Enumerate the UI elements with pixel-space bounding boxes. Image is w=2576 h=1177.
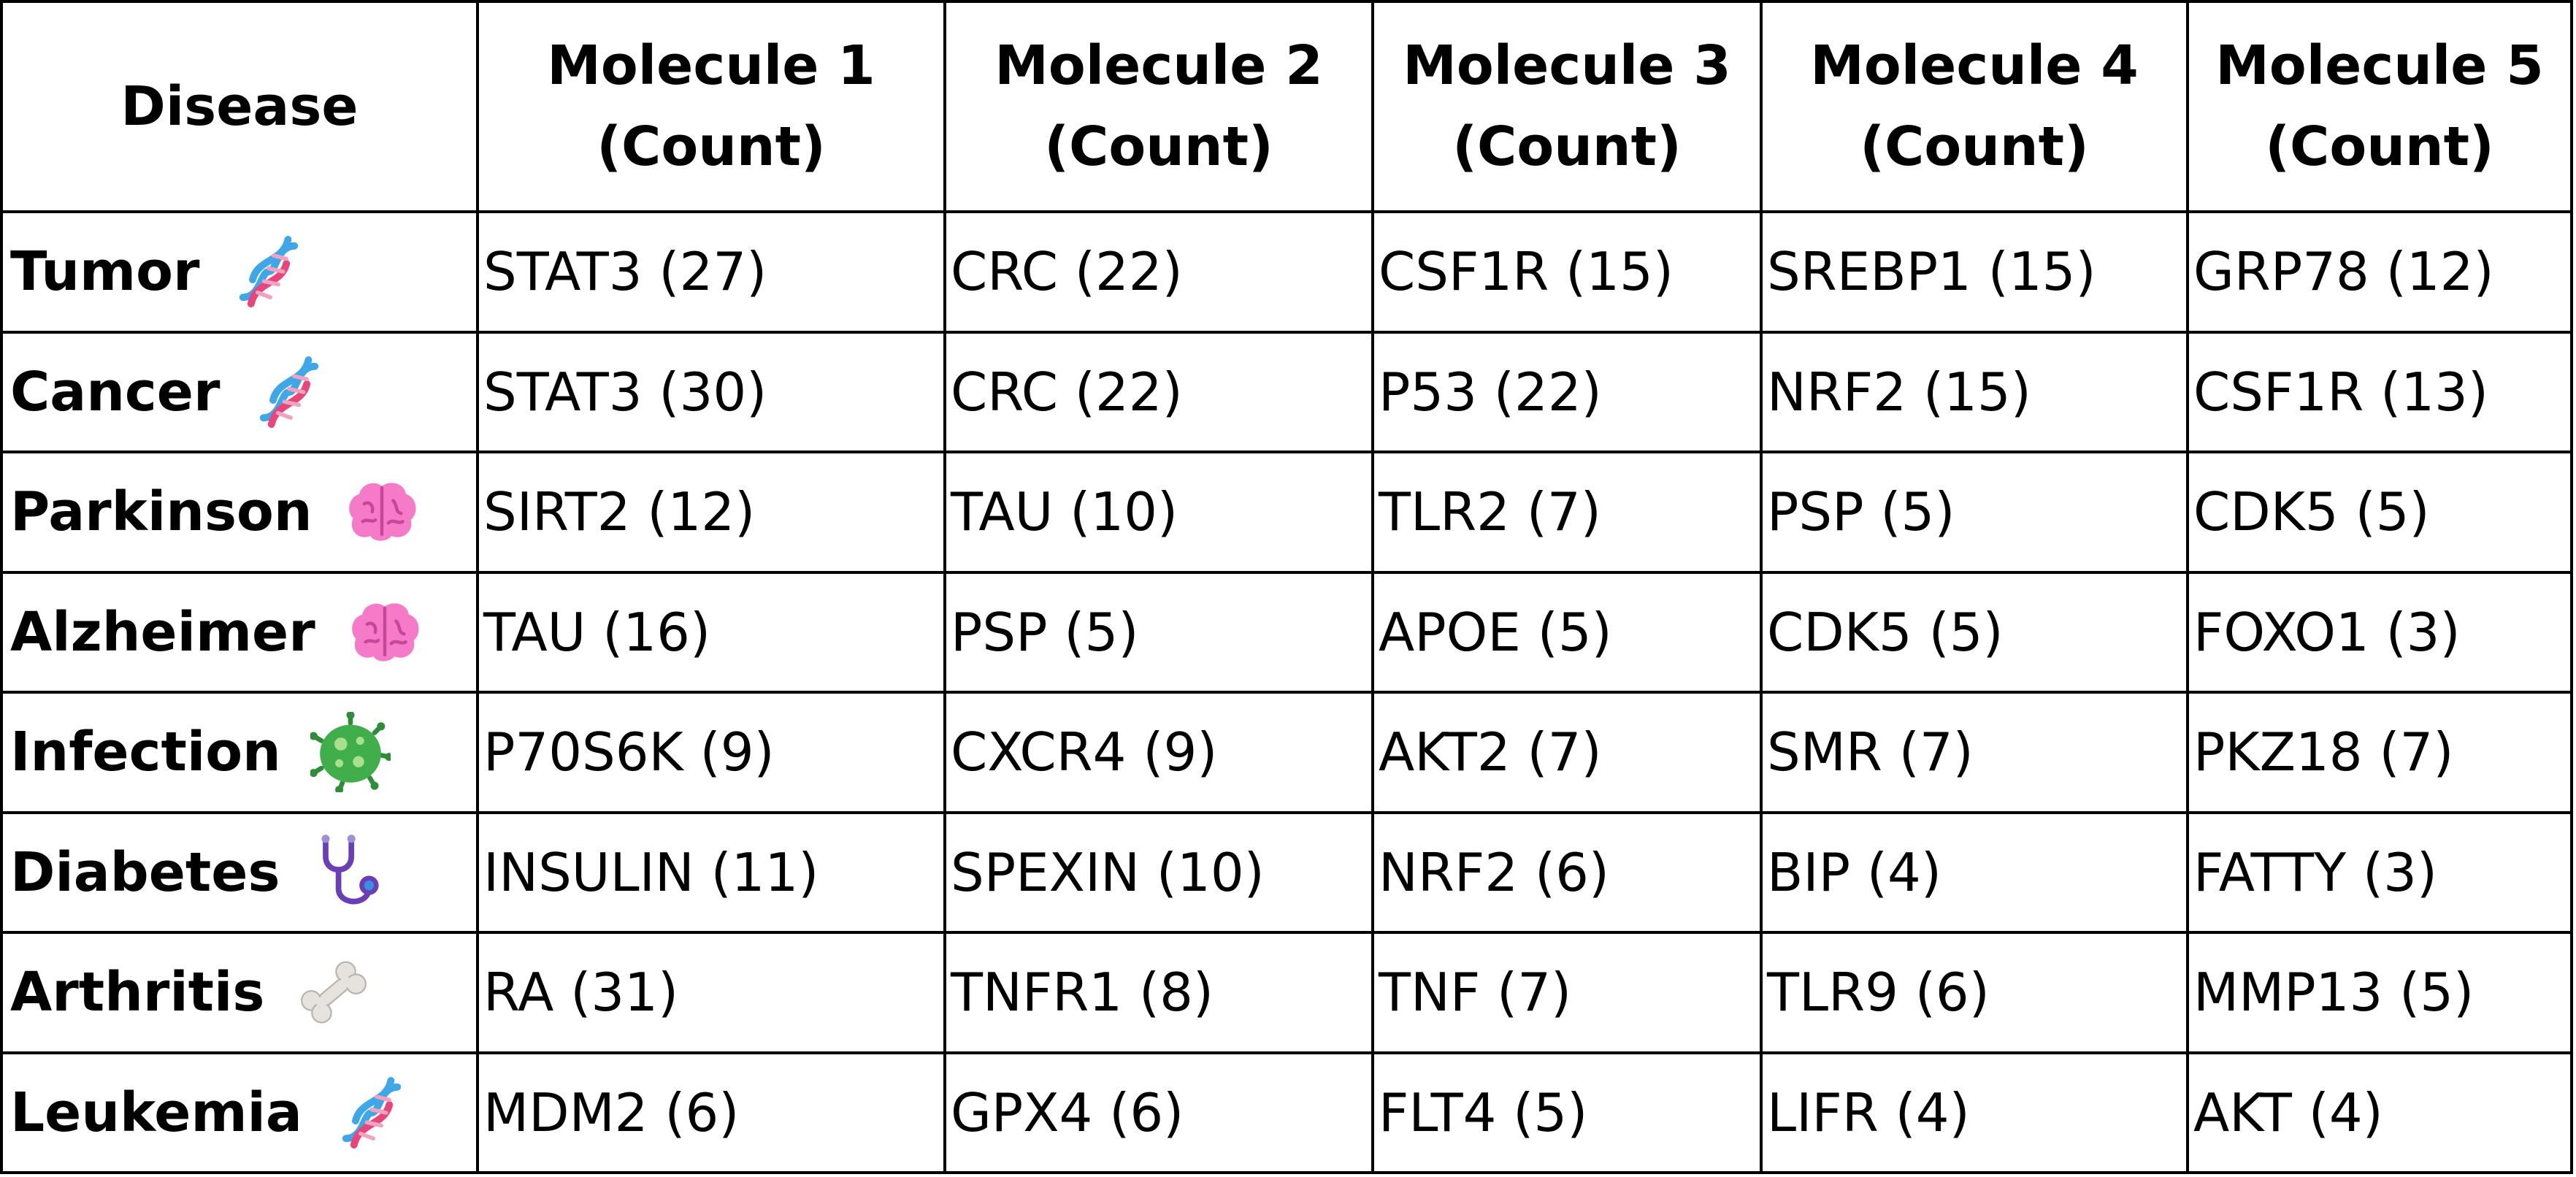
header-molecule-3: Molecule 3 (Count) xyxy=(1371,0,1763,213)
molecule-4-cell: SREBP1 (15) xyxy=(1760,210,2189,334)
header-row: Disease Molecule 1 (Count) Molecule 2 (C… xyxy=(0,0,2573,213)
molecule-5-cell: PKZ18 (7) xyxy=(2186,691,2573,814)
disease-name: Arthritis xyxy=(10,961,265,1024)
molecule-1-cell: INSULIN (11) xyxy=(476,810,946,934)
dna-icon xyxy=(249,352,329,432)
molecule-3-cell: TNF (7) xyxy=(1371,931,1763,1054)
dna-icon xyxy=(331,1073,412,1153)
molecule-5-cell: CSF1R (13) xyxy=(2186,330,2573,453)
disease-name: Diabetes xyxy=(10,840,280,904)
header-molecule-5: Molecule 5 (Count) xyxy=(2186,0,2573,213)
disease-name: Leukemia xyxy=(10,1081,302,1144)
molecule-3-cell: P53 (22) xyxy=(1371,330,1763,453)
disease-cell: Parkinson xyxy=(0,451,479,574)
disease-name: Infection xyxy=(10,721,281,784)
molecule-4-cell: CDK5 (5) xyxy=(1760,570,2189,694)
molecule-5-cell: CDK5 (5) xyxy=(2186,451,2573,574)
header-disease: Disease xyxy=(0,0,479,213)
molecule-2-cell: CXCR4 (9) xyxy=(943,691,1374,814)
molecule-5-cell: FATTY (3) xyxy=(2186,810,2573,934)
header-molecule-1: Molecule 1 (Count) xyxy=(476,0,946,213)
molecule-1-cell: STAT3 (27) xyxy=(476,210,946,334)
table-row: Infection P70S6K (9) CXCR4 (9) AKT2 (7) SMR … xyxy=(0,691,2573,814)
molecule-4-cell: TLR9 (6) xyxy=(1760,931,2189,1054)
disease-name: Cancer xyxy=(10,360,221,423)
disease-cell: Infection xyxy=(0,691,479,814)
molecule-3-cell: CSF1R (15) xyxy=(1371,210,1763,334)
disease-name: Parkinson xyxy=(10,480,313,544)
molecule-2-cell: TNFR1 (8) xyxy=(943,931,1374,1054)
molecule-3-cell: AKT2 (7) xyxy=(1371,691,1763,814)
molecule-5-cell: AKT (4) xyxy=(2186,1051,2573,1174)
molecule-4-cell: NRF2 (15) xyxy=(1760,330,2189,453)
dna-icon xyxy=(229,231,309,312)
brain-icon xyxy=(342,472,422,552)
molecule-2-cell: CRC (22) xyxy=(943,210,1374,334)
disease-cell: Leukemia xyxy=(0,1051,479,1174)
molecule-5-cell: FOXO1 (3) xyxy=(2186,570,2573,694)
disease-name: Alzheimer xyxy=(10,600,315,664)
molecule-1-cell: SIRT2 (12) xyxy=(476,451,946,574)
molecule-2-cell: TAU (10) xyxy=(943,451,1374,574)
disease-cell: Alzheimer xyxy=(0,570,479,694)
molecule-1-cell: RA (31) xyxy=(476,931,946,1054)
disease-cell: Arthritis xyxy=(0,931,479,1054)
disease-cell: Cancer xyxy=(0,330,479,453)
molecule-2-cell: CRC (22) xyxy=(943,330,1374,453)
brain-icon xyxy=(345,592,425,672)
molecule-2-cell: SPEXIN (10) xyxy=(943,810,1374,934)
table-row: Alzheimer TAU (16) PSP (5) APOE (5) CDK5 (5)… xyxy=(0,570,2573,694)
table-row: Parkinson SIRT2 (12) TAU (10) TLR2 (7) PSP (… xyxy=(0,451,2573,574)
bone-icon xyxy=(294,952,374,1032)
molecule-5-cell: MMP13 (5) xyxy=(2186,931,2573,1054)
microbe-icon xyxy=(310,712,391,793)
molecule-1-cell: TAU (16) xyxy=(476,570,946,694)
molecule-2-cell: GPX4 (6) xyxy=(943,1051,1374,1174)
molecule-4-cell: LIFR (4) xyxy=(1760,1051,2189,1174)
molecule-2-cell: PSP (5) xyxy=(943,570,1374,694)
stethoscope-icon xyxy=(310,832,390,913)
table-row: Cancer STAT3 (30) CRC (22) P53 (22) NRF2 (15… xyxy=(0,330,2573,453)
molecule-5-cell: GRP78 (12) xyxy=(2186,210,2573,334)
molecule-4-cell: SMR (7) xyxy=(1760,691,2189,814)
disease-cell: Tumor xyxy=(0,210,479,334)
molecule-4-cell: BIP (4) xyxy=(1760,810,2189,934)
header-molecule-4: Molecule 4 (Count) xyxy=(1760,0,2189,213)
table-row: Diabetes INSULIN (11) SPEXIN (10) NRF2 (6) B… xyxy=(0,810,2573,934)
table-row: Tumor STAT3 (27) CRC (22) CSF1R (15) SREBP1 … xyxy=(0,210,2573,334)
disease-name: Tumor xyxy=(10,240,200,304)
molecule-4-cell: PSP (5) xyxy=(1760,451,2189,574)
molecule-1-cell: P70S6K (9) xyxy=(476,691,946,814)
molecule-3-cell: TLR2 (7) xyxy=(1371,451,1763,574)
molecule-1-cell: MDM2 (6) xyxy=(476,1051,946,1174)
molecule-3-cell: APOE (5) xyxy=(1371,570,1763,694)
molecule-3-cell: NRF2 (6) xyxy=(1371,810,1763,934)
disease-cell: Diabetes xyxy=(0,810,479,934)
molecule-1-cell: STAT3 (30) xyxy=(476,330,946,453)
molecule-3-cell: FLT4 (5) xyxy=(1371,1051,1763,1174)
table-row: Arthritis RA (31) TNFR1 (8) TNF (7) TLR9 (6)… xyxy=(0,931,2573,1054)
table-row: Leukemia MDM2 (6) GPX4 (6) FLT4 (5) LIFR (4)… xyxy=(0,1051,2573,1174)
header-molecule-2: Molecule 2 (Count) xyxy=(943,0,1374,213)
